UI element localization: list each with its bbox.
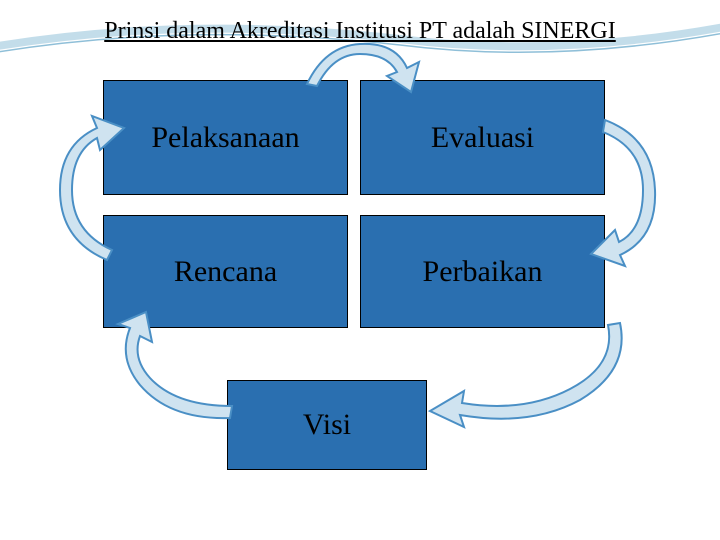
box-visi: Visi: [227, 380, 427, 470]
box-rencana: Rencana: [103, 215, 348, 328]
box-label: Evaluasi: [431, 121, 534, 155]
box-label: Perbaikan: [423, 255, 543, 289]
box-pelaksanaan: Pelaksanaan: [103, 80, 348, 195]
box-label: Pelaksanaan: [151, 121, 299, 155]
box-label: Rencana: [174, 255, 277, 289]
page-title: Prinsi dalam Akreditasi Institusi PT ada…: [0, 18, 720, 45]
box-perbaikan: Perbaikan: [360, 215, 605, 328]
arrow-perbaikan-to-visi: [420, 315, 640, 435]
box-label: Visi: [303, 408, 351, 442]
box-evaluasi: Evaluasi: [360, 80, 605, 195]
